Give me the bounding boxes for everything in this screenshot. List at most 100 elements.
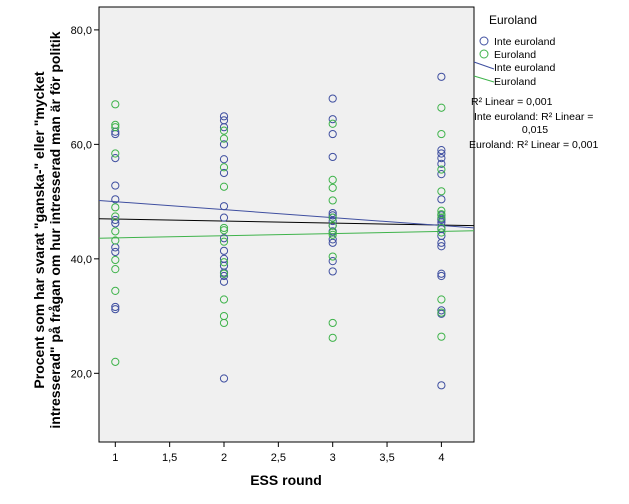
point-inte-euroland (328, 238, 337, 247)
point-inte-euroland (219, 213, 229, 222)
legend-title: Euroland (489, 13, 537, 27)
point-inte-euroland (219, 168, 229, 178)
r2-inte-euroland-line-2: 0,015 (522, 124, 548, 136)
y-axis-title-line-2: intresserad" på frågan om hur intressera… (47, 31, 63, 428)
legend-circle-icon-inte-euroland (479, 36, 489, 46)
y-tick-label: 60,0 (71, 139, 92, 151)
point-euroland (111, 212, 120, 221)
point-inte-euroland (437, 269, 446, 278)
point-inte-euroland (219, 112, 229, 121)
point-euroland (328, 230, 337, 239)
y-axis-ticks: 20,0 40,0 60,0 80,0 (71, 25, 99, 380)
point-euroland (219, 318, 229, 328)
point-euroland (111, 286, 120, 295)
point-euroland (437, 129, 446, 139)
point-inte-euroland (437, 145, 446, 155)
point-inte-euroland (437, 271, 446, 281)
legend-label-euroland-marker: Euroland (494, 49, 536, 61)
point-inte-euroland (437, 195, 446, 204)
point-euroland (437, 103, 446, 112)
r2-total: R² Linear = 0,001 (471, 96, 553, 108)
legend-line-icon-inte-euroland (473, 61, 495, 70)
fit-line-euroland (98, 230, 475, 239)
point-euroland (219, 182, 229, 191)
point-inte-euroland (437, 170, 446, 179)
point-inte-euroland (111, 247, 120, 257)
legend-label-euroland-line: Euroland (494, 76, 536, 88)
point-euroland (111, 203, 120, 212)
point-inte-euroland (437, 381, 446, 390)
legend-label-inte-euroland-line: Inte euroland (494, 62, 555, 74)
point-inte-euroland (328, 152, 337, 162)
legend-circle-icon-euroland (479, 49, 489, 59)
point-euroland (328, 318, 337, 328)
point-inte-euroland (328, 208, 337, 218)
x-tick-label: 4 (438, 452, 444, 464)
point-inte-euroland (219, 374, 229, 383)
point-euroland (111, 123, 120, 132)
point-euroland (328, 183, 337, 192)
point-inte-euroland (219, 246, 229, 255)
legend-label-inte-euroland-marker: Inte euroland (494, 36, 555, 48)
point-inte-euroland (328, 115, 337, 124)
point-euroland (111, 120, 120, 130)
point-inte-euroland (111, 302, 120, 312)
legend-entry-inte-euroland-marker: Inte euroland (479, 36, 555, 48)
point-inte-euroland (219, 155, 229, 164)
point-euroland (219, 226, 229, 235)
point-inte-euroland (111, 195, 120, 204)
point-euroland (328, 228, 337, 237)
point-euroland (219, 134, 229, 143)
point-inte-euroland (219, 277, 229, 286)
point-euroland (219, 223, 229, 233)
point-euroland (111, 265, 120, 274)
point-inte-euroland (437, 306, 446, 315)
point-euroland (437, 165, 446, 174)
point-inte-euroland (219, 123, 229, 132)
point-euroland (437, 332, 446, 341)
point-inte-euroland (111, 181, 120, 190)
fit-line-inte-euroland (98, 199, 475, 229)
point-euroland (219, 237, 229, 246)
y-axis-title-line-1: Procent som har svarat "ganska-" eller "… (31, 71, 47, 389)
legend-entry-euroland-line: Euroland (473, 75, 536, 88)
point-euroland (111, 357, 120, 366)
point-inte-euroland (328, 216, 337, 226)
x-tick-label: 1,5 (162, 452, 177, 464)
point-inte-euroland (111, 215, 120, 225)
point-euroland (111, 236, 120, 245)
point-euroland (328, 196, 337, 205)
point-euroland (111, 149, 120, 158)
point-inte-euroland (437, 149, 446, 158)
point-euroland (328, 333, 337, 342)
legend-entry-inte-euroland-line: Inte euroland (473, 61, 555, 74)
point-inte-euroland (437, 72, 446, 81)
point-inte-euroland (219, 140, 229, 149)
point-euroland (219, 269, 229, 278)
point-euroland (437, 228, 446, 237)
x-axis-title: ESS round (250, 472, 322, 488)
point-euroland (437, 213, 446, 222)
point-euroland (219, 126, 229, 135)
point-inte-euroland (111, 305, 120, 314)
point-euroland (437, 210, 446, 219)
fit-lines (98, 199, 475, 239)
legend: Euroland Inte euroland Euroland Inte eur… (469, 13, 598, 151)
point-inte-euroland (111, 154, 120, 163)
point-inte-euroland (437, 242, 446, 251)
point-inte-euroland (219, 202, 229, 211)
legend-line-icon-euroland (473, 75, 495, 83)
point-euroland (328, 213, 337, 222)
r2-euroland: Euroland: R² Linear = 0,001 (469, 139, 598, 151)
point-euroland (437, 187, 446, 196)
point-euroland (437, 308, 446, 317)
point-euroland (111, 255, 120, 265)
x-tick-label: 3,5 (379, 452, 394, 464)
point-euroland (219, 295, 229, 304)
point-inte-euroland (219, 234, 229, 243)
point-inte-euroland (437, 154, 446, 163)
point-inte-euroland (328, 94, 337, 103)
point-euroland (111, 100, 120, 109)
data-points (111, 72, 446, 390)
